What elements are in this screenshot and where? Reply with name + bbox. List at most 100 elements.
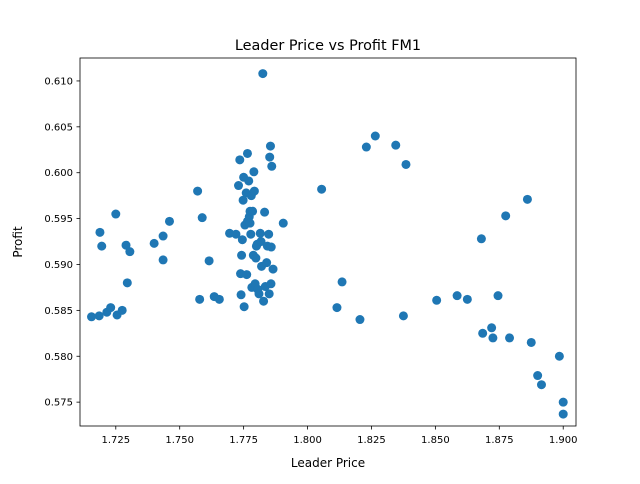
scatter-point-32: [239, 302, 249, 312]
scatter-point-78: [370, 131, 380, 141]
scatter-point-59: [259, 296, 269, 306]
scatter-point-60: [260, 207, 270, 217]
x-tick-label: 1.750: [165, 435, 194, 446]
scatter-point-86: [478, 328, 488, 338]
scatter-point-97: [558, 397, 568, 407]
scatter-point-81: [401, 159, 411, 169]
scatter-point-3: [97, 241, 107, 251]
scatter-point-42: [246, 229, 256, 239]
scatter-point-79: [391, 140, 401, 150]
scatter-point-36: [242, 148, 252, 158]
scatter-point-93: [526, 337, 536, 347]
y-tick-label: 0.580: [44, 352, 73, 363]
scatter-point-91: [505, 333, 515, 343]
scatter-point-62: [262, 258, 272, 268]
scatter-point-56: [256, 237, 266, 247]
scatter-point-17: [195, 294, 205, 304]
x-tick-label: 1.825: [357, 435, 386, 446]
y-axis-label: Profit: [11, 226, 25, 258]
scatter-point-5: [106, 303, 116, 313]
scatter-point-30: [238, 195, 248, 205]
scatter-point-82: [432, 295, 442, 305]
y-tick-label: 0.600: [44, 168, 73, 179]
scatter-point-84: [462, 294, 472, 304]
scatter-point-38: [244, 176, 254, 186]
scatter-point-0: [87, 312, 97, 322]
x-tick-label: 1.775: [229, 435, 258, 446]
scatter-point-92: [522, 194, 532, 204]
scatter-point-21: [214, 294, 224, 304]
scatter-point-66: [265, 152, 275, 162]
scatter-point-75: [337, 277, 347, 287]
scatter-point-67: [265, 141, 275, 151]
scatter-point-48: [249, 186, 259, 196]
scatter-point-10: [122, 278, 132, 288]
scatter-point-14: [158, 255, 168, 265]
scatter-point-45: [248, 206, 258, 216]
scatter-point-98: [558, 409, 568, 419]
scatter-point-1: [94, 311, 104, 321]
scatter-point-94: [533, 371, 543, 381]
scatter-point-85: [476, 234, 486, 244]
scatter-point-41: [245, 218, 255, 228]
scatter-point-25: [235, 155, 245, 165]
scatter-point-80: [398, 311, 408, 321]
scatter-point-70: [267, 161, 277, 171]
scatter-point-89: [493, 291, 503, 301]
scatter-point-23: [231, 229, 241, 239]
y-tick-label: 0.605: [44, 122, 73, 133]
scatter-point-83: [452, 291, 462, 301]
points-layer: [87, 69, 568, 419]
scatter-point-47: [249, 167, 259, 177]
y-tick-label: 0.590: [44, 260, 73, 271]
scatter-point-24: [234, 181, 244, 191]
scatter-point-12: [149, 238, 159, 248]
scatter-point-68: [266, 279, 276, 289]
scatter-point-15: [164, 216, 174, 226]
scatter-point-76: [355, 315, 365, 325]
scatter-point-88: [488, 333, 498, 343]
scatter-point-58: [258, 69, 268, 79]
scatter-point-29: [237, 235, 247, 245]
scatter-point-65: [264, 289, 274, 299]
scatter-point-50: [251, 253, 261, 263]
scatter-point-2: [95, 227, 105, 237]
chart-title: Leader Price vs Profit FM1: [235, 38, 421, 54]
scatter-point-64: [264, 229, 274, 239]
scatter-point-90: [501, 211, 511, 221]
x-tick-label: 1.800: [293, 435, 322, 446]
scatter-point-74: [332, 303, 342, 313]
x-tick-label: 1.900: [549, 435, 578, 446]
scatter-point-72: [278, 218, 288, 228]
scatter-point-71: [268, 264, 278, 274]
scatter-point-28: [237, 250, 247, 260]
x-tick-label: 1.850: [421, 435, 450, 446]
y-axis-ticks: 0.575 0.580 0.585 0.590 0.595 0.600 0.605 0.610: [44, 76, 80, 409]
scatter-point-27: [236, 290, 246, 300]
scatter-point-8: [117, 305, 127, 315]
scatter-point-95: [536, 380, 546, 390]
y-tick-label: 0.575: [44, 398, 73, 409]
scatter-point-69: [266, 242, 276, 252]
y-tick-label: 0.610: [44, 76, 73, 87]
scatter-point-16: [193, 186, 203, 196]
scatter-point-96: [554, 351, 564, 361]
scatter-point-73: [317, 184, 327, 194]
x-axis-ticks: 1.725 1.750 1.775 1.800 1.825 1.850 1.875 1.900: [101, 426, 578, 446]
scatter-point-13: [158, 231, 168, 241]
scatter-point-55: [255, 228, 265, 238]
scatter-point-19: [204, 256, 214, 266]
y-tick-label: 0.585: [44, 306, 73, 317]
scatter-point-35: [242, 270, 252, 280]
scatter-point-11: [125, 247, 135, 257]
scatter-point-54: [254, 289, 264, 299]
scatter-point-77: [361, 142, 371, 152]
scatter-point-87: [487, 323, 497, 333]
x-tick-label: 1.725: [101, 435, 130, 446]
scatter-point-18: [197, 213, 207, 223]
y-tick-label: 0.595: [44, 214, 73, 225]
plot-frame: [79, 57, 577, 427]
